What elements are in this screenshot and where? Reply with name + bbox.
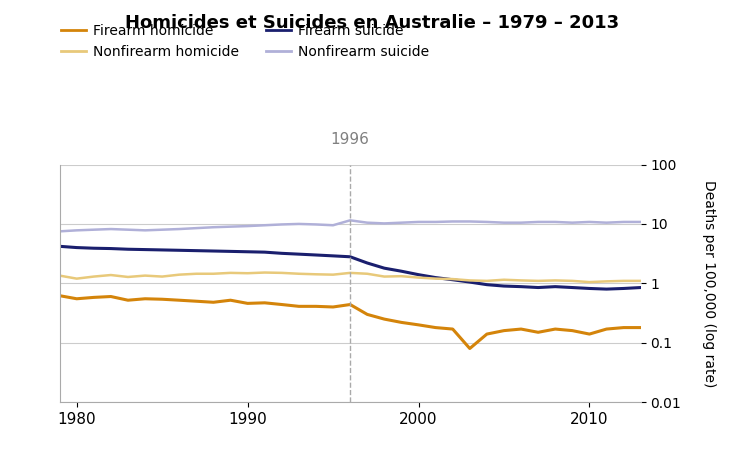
Text: Homicides et Suicides en Australie – 1979 – 2013: Homicides et Suicides en Australie – 197… xyxy=(125,14,620,32)
Legend: Firearm homicide, Nonfirearm homicide, Firearm suicide, Nonfirearm suicide: Firearm homicide, Nonfirearm homicide, F… xyxy=(61,24,430,59)
Y-axis label: Deaths per 100,000 (log rate): Deaths per 100,000 (log rate) xyxy=(702,180,716,387)
Text: 1996: 1996 xyxy=(331,132,370,147)
